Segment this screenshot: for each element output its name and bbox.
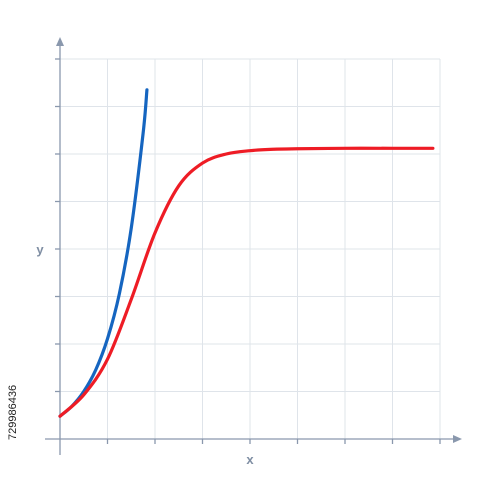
x-axis-arrow: [453, 435, 462, 443]
grid: [60, 58, 441, 439]
series-line-2: [58, 146, 435, 418]
y-axis-arrow: [56, 37, 64, 46]
x-axis-label: x: [246, 452, 254, 467]
watermark-side-text: 729986436: [7, 385, 19, 440]
ticks: [55, 58, 441, 444]
series: [58, 88, 435, 418]
y-axis-label: y: [36, 242, 44, 257]
